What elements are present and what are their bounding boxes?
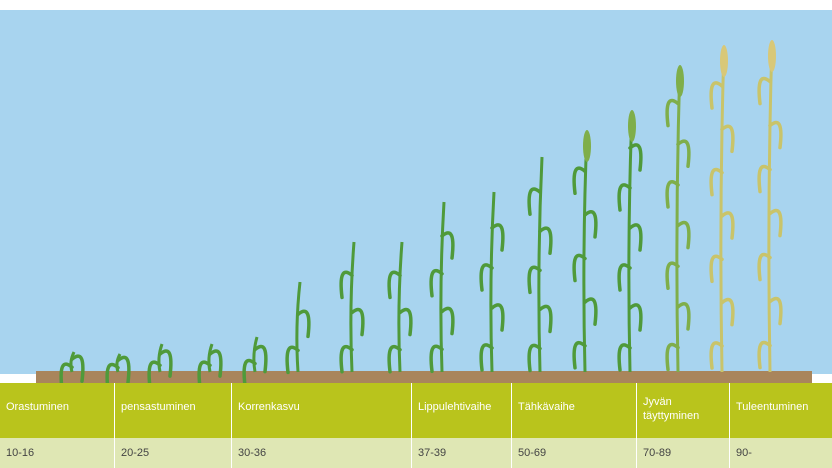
- value-row: 10-16 20-25 30-36 37-39 50-69 70-89 90-: [0, 438, 832, 468]
- header-cell: Korrenkasvu: [232, 383, 412, 438]
- plant-part: [768, 40, 776, 72]
- value-cell: 30-36: [232, 438, 412, 468]
- header-row: Orastuminen pensastuminen Korrenkasvu Li…: [0, 383, 832, 438]
- value-cell: 70-89: [637, 438, 730, 468]
- value-cell: 37-39: [412, 438, 512, 468]
- value-cell: 50-69: [512, 438, 637, 468]
- header-cell: pensastuminen: [115, 383, 232, 438]
- value-cell: 20-25: [115, 438, 232, 468]
- plant-part: [628, 110, 636, 142]
- growth-illustration: [0, 0, 832, 383]
- value-cell: 10-16: [0, 438, 115, 468]
- plant-part: [583, 130, 591, 162]
- header-cell: Jyvän täyttyminen: [637, 383, 730, 438]
- value-cell: 90-: [730, 438, 832, 468]
- header-cell: Tähkävaihe: [512, 383, 637, 438]
- header-cell: Lippulehtivaihe: [412, 383, 512, 438]
- page: Orastuminen pensastuminen Korrenkasvu Li…: [0, 0, 832, 468]
- soil: [36, 371, 812, 383]
- sky: [0, 10, 832, 374]
- plant-part: [720, 45, 728, 77]
- header-cell: Orastuminen: [0, 383, 115, 438]
- plant-part: [676, 65, 684, 97]
- header-cell: Tuleentuminen: [730, 383, 832, 438]
